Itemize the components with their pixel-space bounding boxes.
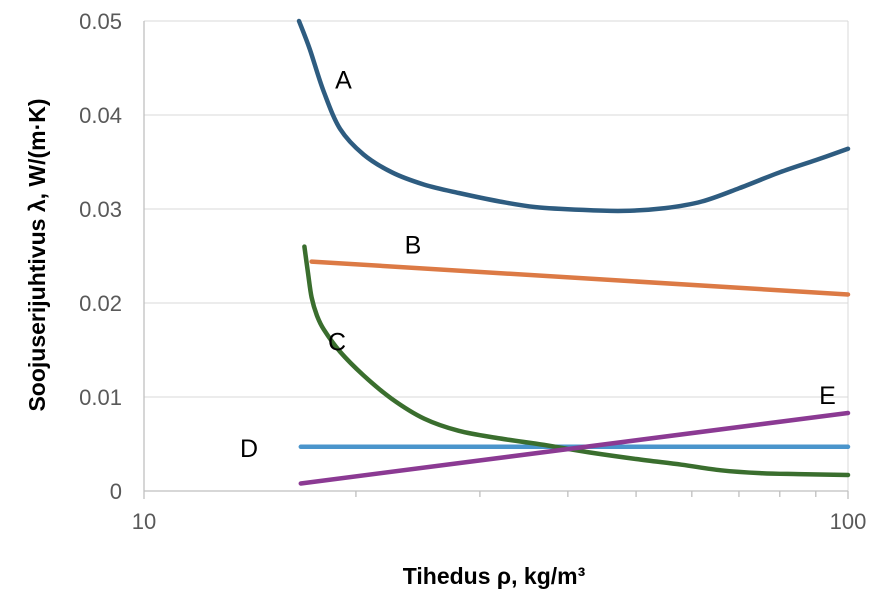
series-label-d: D xyxy=(240,435,258,463)
gridlines xyxy=(144,20,849,491)
series-label-a: A xyxy=(335,66,352,94)
x-tick-label: 100 xyxy=(830,509,867,534)
series-labels: A B C D E xyxy=(240,66,836,462)
series-c-line xyxy=(302,244,851,478)
x-tick-label: 10 xyxy=(132,509,156,534)
axes xyxy=(143,21,849,499)
y-axis-title: Soojuserijuhtivus λ, W/(m·K) xyxy=(24,98,50,411)
series-label-e: E xyxy=(819,382,836,410)
series-b-line xyxy=(309,259,851,297)
y-tick-label: 0.05 xyxy=(79,9,122,34)
series-label-b: B xyxy=(405,232,422,260)
tick-labels: 0 0.01 0.02 0.03 0.04 0.05 10 100 xyxy=(79,9,866,534)
series-lines xyxy=(296,18,851,486)
y-tick-label: 0.04 xyxy=(79,103,122,128)
y-tick-label: 0.01 xyxy=(79,385,122,410)
x-axis-title: Tihedus ρ, kg/m³ xyxy=(403,563,586,589)
y-tick-label: 0.03 xyxy=(79,197,122,222)
series-a-line xyxy=(296,18,851,214)
series-e-line xyxy=(298,410,851,486)
y-tick-label: 0 xyxy=(110,479,122,504)
y-tick-label: 0.02 xyxy=(79,291,122,316)
series-label-c: C xyxy=(328,329,346,357)
